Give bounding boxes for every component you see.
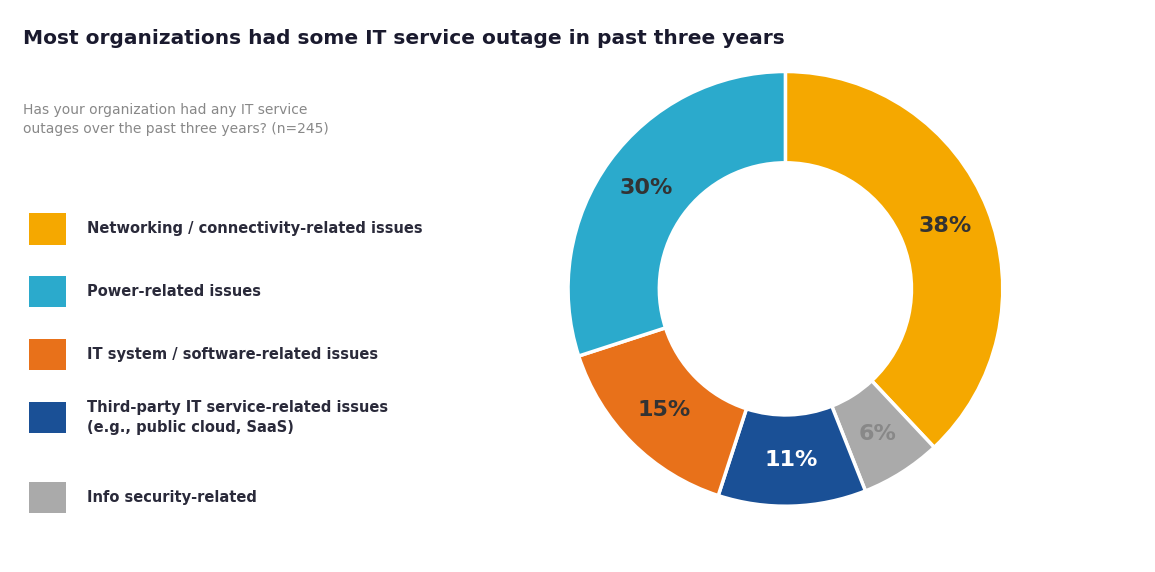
Text: 30%: 30% (620, 178, 673, 198)
Text: Networking / connectivity-related issues: Networking / connectivity-related issues (87, 221, 423, 236)
Wedge shape (785, 72, 1003, 447)
Text: Has your organization had any IT service
outages over the past three years? (n=2: Has your organization had any IT service… (23, 103, 329, 137)
Text: Most organizations had some IT service outage in past three years: Most organizations had some IT service o… (23, 29, 785, 47)
Wedge shape (832, 381, 934, 491)
Wedge shape (579, 328, 746, 495)
Wedge shape (718, 406, 865, 506)
Text: Info security-related: Info security-related (87, 490, 256, 505)
Wedge shape (568, 72, 785, 356)
Text: 11%: 11% (765, 451, 818, 471)
Text: 38%: 38% (918, 216, 971, 236)
Text: Power-related issues: Power-related issues (87, 284, 261, 299)
Text: Third-party IT service-related issues
(e.g., public cloud, SaaS): Third-party IT service-related issues (e… (87, 400, 388, 435)
Text: 6%: 6% (858, 424, 896, 444)
Text: IT system / software-related issues: IT system / software-related issues (87, 347, 378, 362)
Text: 15%: 15% (638, 400, 691, 420)
